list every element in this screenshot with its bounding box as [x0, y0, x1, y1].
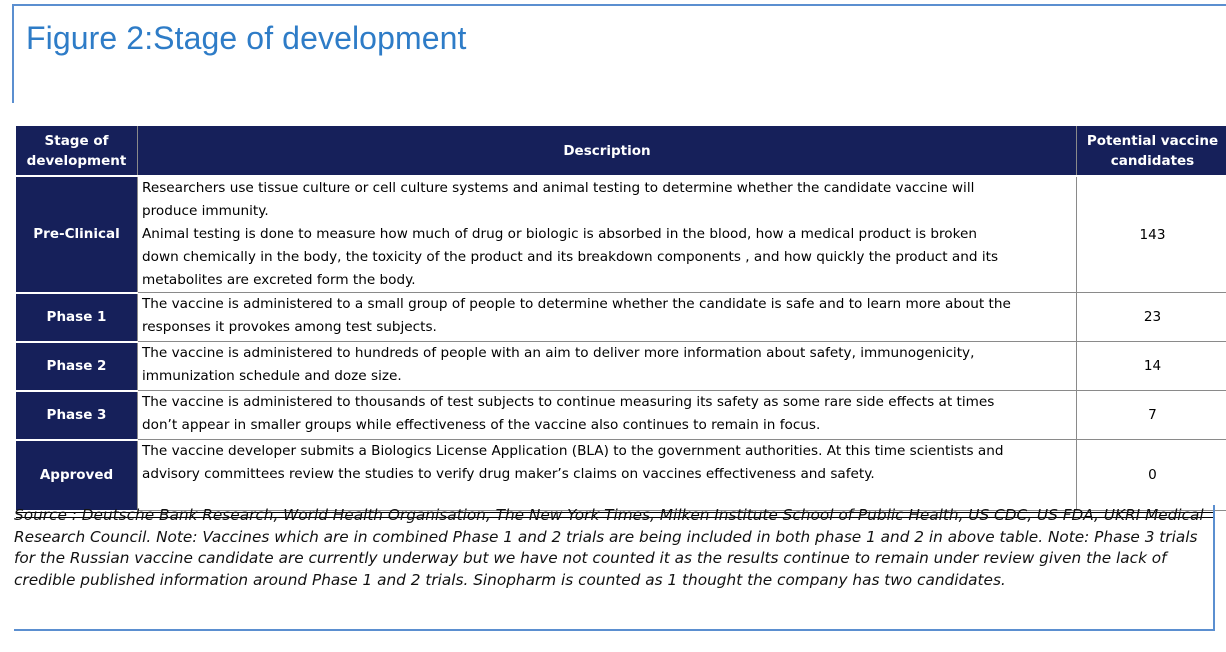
header-description: Description [137, 126, 1077, 177]
description-line: Researchers use tissue culture or cell c… [142, 180, 975, 196]
table-row: Approved The vaccine developer submits a… [16, 439, 1226, 512]
description-line: responses it provokes among test subject… [142, 319, 437, 335]
frame-top-rule [12, 4, 1226, 6]
description-line: The vaccine is administered to hundreds … [142, 345, 975, 361]
description-cell: The vaccine is administered to a small g… [137, 292, 1077, 342]
description-line: The vaccine developer submits a Biologic… [142, 443, 1004, 459]
header-stage: Stage of development [16, 126, 138, 177]
stage-cell: Pre-Clinical [16, 176, 138, 294]
description-line: The vaccine is administered to thousands… [142, 394, 995, 410]
description-cell: The vaccine is administered to thousands… [137, 390, 1077, 440]
frame-right-rule [1213, 505, 1215, 631]
table-header-row: Stage of development Description Potenti… [16, 126, 1226, 177]
table-row: Pre-Clinical Researchers use tissue cult… [16, 176, 1226, 294]
description-line: down chemically in the body, the toxicit… [142, 249, 999, 265]
description-line: The vaccine is administered to a small g… [142, 296, 1011, 312]
description-cell: The vaccine developer submits a Biologic… [137, 439, 1077, 511]
stages-table: Stage of development Description Potenti… [16, 126, 1226, 512]
description-line: immunization schedule and doze size. [142, 368, 402, 384]
frame-bottom-rule [14, 629, 1215, 631]
table-row: Phase 1 The vaccine is administered to a… [16, 292, 1226, 343]
description-line: don’t appear in smaller groups while eff… [142, 417, 821, 433]
description-line: Animal testing is done to measure how mu… [142, 226, 977, 242]
stage-cell: Phase 2 [16, 341, 138, 392]
stage-cell: Phase 3 [16, 390, 138, 441]
candidates-count: 0 [1076, 439, 1226, 511]
candidates-count: 7 [1076, 390, 1226, 440]
stages-table-container: Stage of development Description Potenti… [16, 126, 1226, 518]
table-row: Phase 2 The vaccine is administered to h… [16, 341, 1226, 392]
description-cell: Researchers use tissue culture or cell c… [137, 176, 1077, 293]
stage-cell: Approved [16, 439, 138, 512]
stage-cell: Phase 1 [16, 292, 138, 343]
candidates-count: 143 [1076, 176, 1226, 293]
candidates-count: 14 [1076, 341, 1226, 391]
description-line: produce immunity. [142, 203, 269, 219]
table-bottom-double-rule [16, 511, 1214, 518]
table-row: Phase 3 The vaccine is administered to t… [16, 390, 1226, 441]
description-cell: The vaccine is administered to hundreds … [137, 341, 1077, 391]
source-note: Source : Deutsche Bank Research, World H… [14, 506, 1204, 589]
frame-left-rule [12, 4, 14, 103]
description-line: advisory committees review the studies t… [142, 466, 875, 482]
figure-title: Figure 2:Stage of development [26, 20, 467, 56]
header-candidates: Potential vaccine candidates [1076, 126, 1226, 177]
candidates-count: 23 [1076, 292, 1226, 342]
description-line: metabolites are excreted form the body. [142, 272, 416, 288]
